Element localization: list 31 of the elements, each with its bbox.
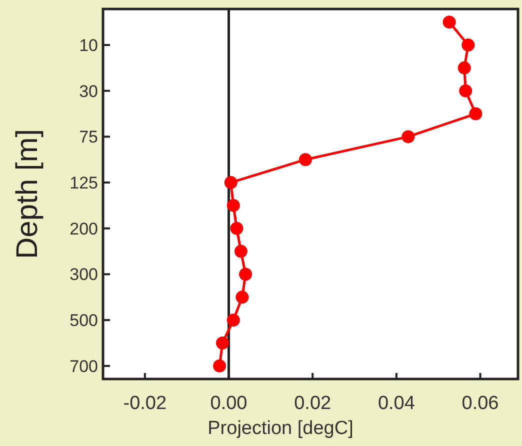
point xyxy=(239,268,252,281)
x-tick-label: 0.02 xyxy=(294,393,332,414)
x-axis-title: Projection [degC] xyxy=(208,418,354,439)
point xyxy=(213,359,226,372)
point xyxy=(216,336,229,350)
x-tick-label: 0.04 xyxy=(378,393,416,414)
x-tick-label: 0.00 xyxy=(210,393,248,414)
point xyxy=(236,290,249,304)
y-tick-label: 10 xyxy=(79,36,98,55)
point xyxy=(230,222,244,235)
point xyxy=(458,61,471,74)
x-tick-label: 0.06 xyxy=(462,393,499,414)
y-tick-label: 500 xyxy=(70,311,98,330)
point xyxy=(469,107,482,120)
point xyxy=(224,176,238,190)
x-tick-label: -0.02 xyxy=(123,393,167,414)
point xyxy=(226,314,240,327)
y-tick-label: 200 xyxy=(70,219,98,238)
point xyxy=(402,130,415,144)
y-tick-label: 75 xyxy=(79,128,98,147)
point xyxy=(459,84,472,98)
y-tick-label: 700 xyxy=(70,356,98,376)
point xyxy=(226,198,240,212)
point xyxy=(234,244,248,258)
y-tick-label: 30 xyxy=(79,82,98,101)
y-tick-label: 125 xyxy=(70,174,98,193)
y-tick-label: 300 xyxy=(70,265,98,284)
point xyxy=(298,153,312,166)
y-axis-title: Depth [m] xyxy=(11,128,44,260)
point xyxy=(442,16,456,29)
point xyxy=(462,38,475,52)
